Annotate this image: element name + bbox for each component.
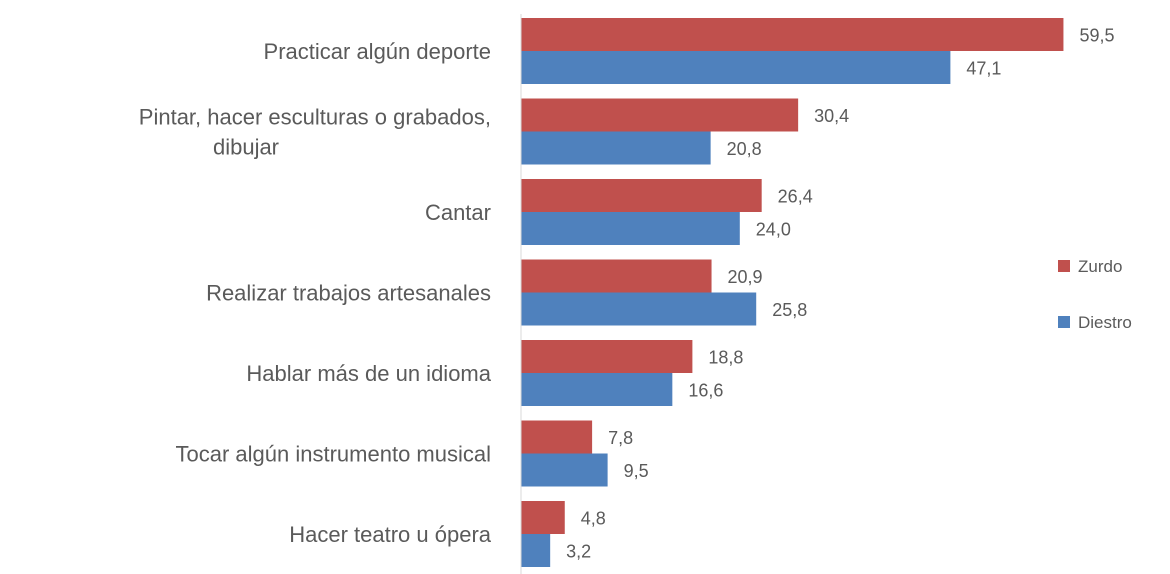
bar-diestro-3: [521, 292, 757, 326]
bar-zurdo-1: [521, 98, 799, 132]
bar-diestro-2: [521, 212, 740, 245]
bar-diestro-6: [521, 534, 551, 567]
value-label-zurdo-3: 20,9: [728, 267, 763, 287]
legend-label-diestro: Diestro: [1078, 313, 1132, 332]
category-labels: Practicar algún deporte Pintar, hacer esc…: [139, 39, 492, 547]
value-label-zurdo-6: 4,8: [581, 509, 606, 529]
category-label-0: Practicar algún deporte: [264, 39, 491, 64]
category-label-2: Cantar: [425, 200, 491, 225]
category-label-1-line-1: dibujar: [213, 135, 279, 160]
legend-swatch-diestro: [1058, 316, 1070, 328]
value-label-diestro-4: 16,6: [688, 381, 723, 401]
bar-zurdo-0: [521, 18, 1064, 51]
legend: Zurdo Diestro: [1058, 257, 1132, 332]
value-labels: 59,5 47,1 30,4 20,8 26,4 24,0 20,9 25,8 18,8 16,6…: [566, 26, 1114, 562]
value-label-zurdo-5: 7,8: [608, 428, 633, 448]
value-label-diestro-6: 3,2: [566, 542, 591, 562]
legend-swatch-zurdo: [1058, 260, 1070, 272]
category-label-6: Hacer teatro u ópera: [289, 522, 492, 547]
bars: [521, 18, 1064, 567]
bar-zurdo-3: [521, 259, 712, 293]
category-label-3: Realizar trabajos artesanales: [206, 281, 491, 306]
legend-label-zurdo: Zurdo: [1078, 257, 1122, 276]
bar-zurdo-5: [521, 420, 593, 454]
value-label-zurdo-1: 30,4: [814, 106, 849, 126]
value-label-diestro-1: 20,8: [727, 139, 762, 159]
value-label-diestro-3: 25,8: [772, 300, 807, 320]
value-label-diestro-5: 9,5: [624, 461, 649, 481]
value-label-diestro-0: 47,1: [966, 59, 1001, 79]
bar-diestro-1: [521, 131, 711, 165]
value-label-zurdo-4: 18,8: [708, 348, 743, 368]
value-label-diestro-2: 24,0: [756, 220, 791, 240]
bar-diestro-0: [521, 51, 951, 84]
category-label-1-line-0: Pintar, hacer esculturas o grabados,: [139, 105, 491, 130]
bar-zurdo-2: [521, 179, 762, 212]
category-label-5: Tocar algún instrumento musical: [176, 442, 491, 467]
category-label-4: Hablar más de un idioma: [246, 361, 491, 386]
value-label-zurdo-2: 26,4: [778, 187, 813, 207]
bar-zurdo-4: [521, 340, 693, 373]
bar-diestro-4: [521, 373, 673, 406]
bar-diestro-5: [521, 453, 608, 487]
value-label-zurdo-0: 59,5: [1079, 26, 1114, 46]
bar-zurdo-6: [521, 501, 565, 534]
